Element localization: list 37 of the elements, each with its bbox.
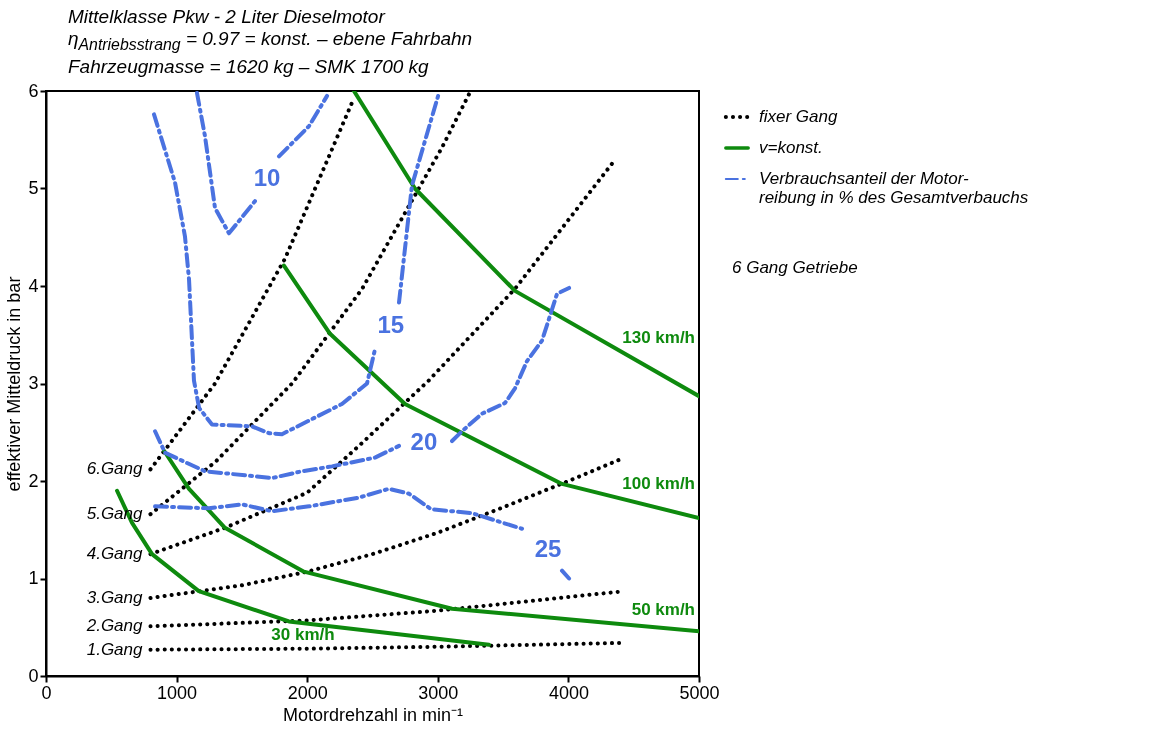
series-label: 100 km/h: [622, 474, 695, 494]
series-label: 50 km/h: [631, 600, 695, 620]
line-series: [351, 91, 699, 399]
series-label: 3.Gang: [86, 588, 144, 607]
series-label: 6.Gang: [86, 459, 144, 479]
text: fixer Gang: [759, 107, 838, 126]
y-axis-title: effektiver Mitteldruck in bar: [4, 276, 25, 492]
series-label: 4.Gang: [86, 544, 144, 564]
line-series: [148, 100, 354, 472]
chart-subtitle: η$_{Antriebsstrang}$ = 0.97 = konst. – ebene Fahrbahn Fahrzeugmasse = 1620 kg – SMK 1700 kg: [68, 28, 473, 78]
series-label: 130 km/h: [622, 327, 695, 347]
chart-title: Mittelklasse Pkw - 2 Liter Dieselmotor: [68, 6, 387, 28]
x-axis-title: Motordrehzahl in min⁻¹: [282, 704, 464, 725]
series-label: 1.Gang: [86, 639, 144, 659]
y-tick-label: 3: [28, 373, 39, 393]
y-tick-label: 1: [28, 568, 39, 588]
series-label: 15: [377, 310, 405, 338]
series-label: 25: [534, 534, 562, 562]
x-tick-label: 2000: [287, 682, 328, 703]
y-tick-label: 6: [28, 80, 39, 101]
text: Verbrauchsanteil der Motor-reibung in % des Gesamtverbauchs: [759, 169, 1029, 207]
x-tick-label: 0: [41, 682, 52, 703]
series-label: 10: [253, 163, 281, 191]
x-tick-label: 1000: [157, 682, 198, 703]
series-label: 2.Gang: [85, 616, 144, 636]
y-tick-label: 5: [28, 178, 39, 198]
line-series: [281, 263, 699, 521]
y-tick-label: 2: [28, 470, 39, 491]
y-tick-label: 4: [28, 275, 39, 296]
text: 6 Gang Getriebe: [732, 258, 858, 278]
series-label: 20: [410, 428, 438, 456]
x-tick-label: 3000: [418, 682, 459, 703]
x-tick-label: 4000: [548, 682, 589, 703]
text: v=konst.: [759, 138, 823, 157]
x-tick-label: 5000: [679, 682, 720, 703]
series-label: 30 km/h: [271, 625, 335, 645]
y-tick-label: 0: [28, 665, 39, 686]
